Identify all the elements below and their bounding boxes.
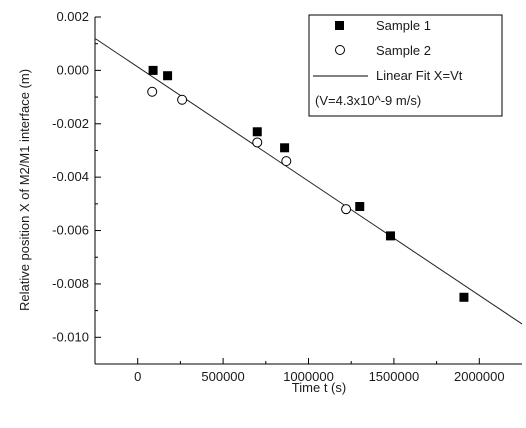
x-tick-label: 2000000 xyxy=(454,369,505,384)
y-tick-label: -0.010 xyxy=(52,329,89,344)
sample-2-point xyxy=(147,86,158,97)
x-tick-label: 1000000 xyxy=(283,369,334,384)
legend-box xyxy=(308,14,503,117)
labels-layer: 0.002 0.000 -0.002 -0.004 -0.006 -0.008 -0.010… xyxy=(52,9,504,384)
sample-1-point xyxy=(459,292,469,302)
x-axis-title: Time t (s) xyxy=(292,380,346,395)
sample-1-point xyxy=(280,143,290,153)
y-tick-label: -0.004 xyxy=(52,169,89,184)
y-tick-label: -0.002 xyxy=(52,116,89,131)
x-tick-label: 0 xyxy=(134,369,141,384)
x-tick-label: 500000 xyxy=(201,369,244,384)
axes xyxy=(94,16,522,365)
points-layer xyxy=(147,65,469,302)
legend-label-fit: Linear Fit X=Vt xyxy=(376,68,463,83)
legend-label-sample-2: Sample 2 xyxy=(376,43,431,58)
legend: Sample 1 Sample 2 Linear Fit X=Vt (V=4.3… xyxy=(308,14,503,117)
legend-marker-sample-2 xyxy=(335,45,345,55)
x-tick-label: 1500000 xyxy=(369,369,420,384)
y-tick-label: 0.000 xyxy=(56,62,89,77)
sample-2-point xyxy=(341,204,352,215)
fit-line xyxy=(94,37,523,325)
sample-2-point xyxy=(177,94,188,105)
sample-1-point xyxy=(163,71,173,81)
legend-label-sample-1: Sample 1 xyxy=(376,18,431,33)
sample-1-point xyxy=(252,127,262,137)
y-axis-title: Relative position X of M2/M1 interface (… xyxy=(17,69,32,311)
fit-layer xyxy=(94,37,523,325)
sample-2-point xyxy=(252,137,263,148)
legend-fit-annotation: (V=4.3x10^-9 m/s) xyxy=(315,93,421,108)
sample-1-point xyxy=(355,202,365,212)
legend-marker-sample-1 xyxy=(335,21,344,30)
y-tick-label: 0.002 xyxy=(56,9,89,24)
sample-1-point xyxy=(385,231,395,241)
y-tick-label: -0.008 xyxy=(52,276,89,291)
sample-2-point xyxy=(281,156,292,167)
y-tick-label: -0.006 xyxy=(52,223,89,238)
sample-1-point xyxy=(148,65,158,75)
